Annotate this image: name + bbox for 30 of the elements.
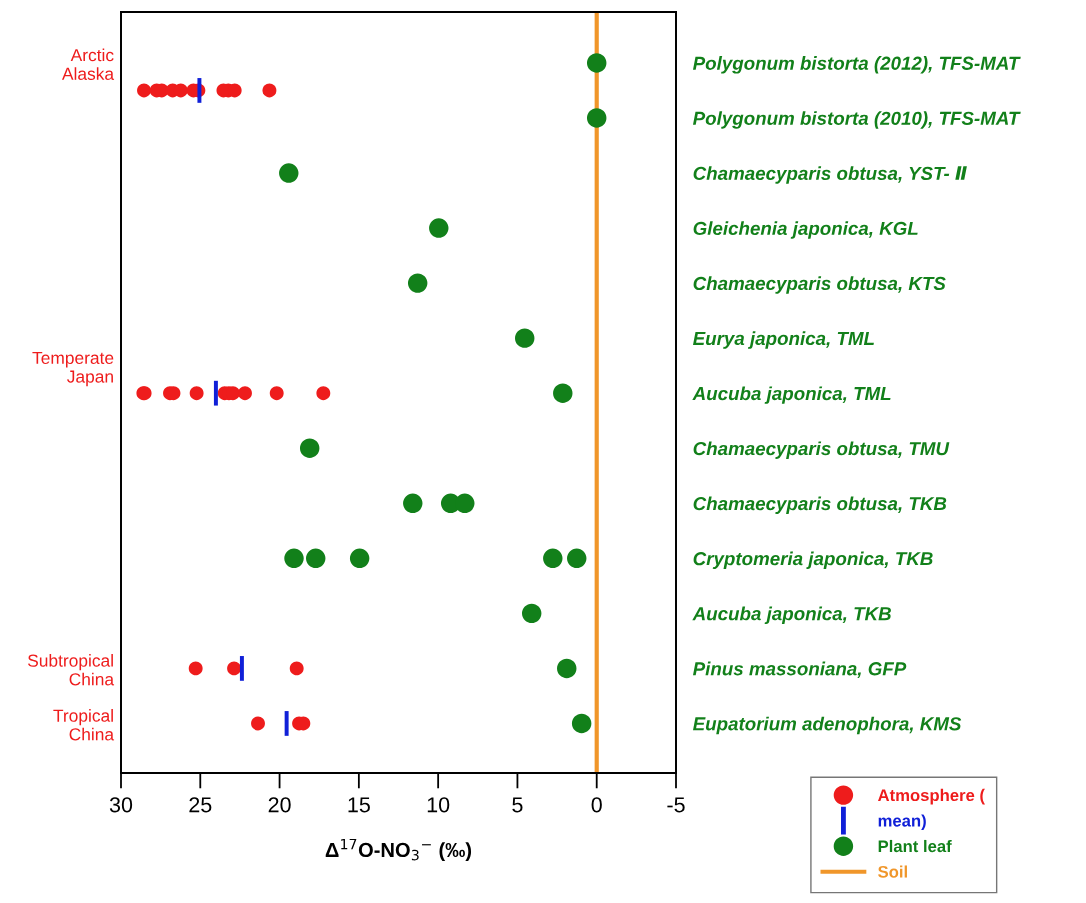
y-tick-label: Pinus massoniana, GFP xyxy=(693,661,907,679)
y2-tick-label: Tropical China xyxy=(53,709,115,741)
x-tick-label: 15 xyxy=(348,797,370,813)
y-tick-label: Aucuba japonica, TML xyxy=(692,386,891,404)
x-tick-label: 20 xyxy=(268,797,291,813)
y2-tick-label: Arctic Alaska xyxy=(61,48,115,80)
x-tick-label: -5 xyxy=(667,797,685,813)
y-tick-label: Chamaecyparis obtusa, TMU xyxy=(693,441,950,459)
y-tick-label: Gleichenia japonica, KGL xyxy=(693,221,918,239)
y-tick-label: Polygonum bistorta (2012), TFS-MAT xyxy=(693,56,1021,74)
y-tick-label: Polygonum bistorta (2010), TFS-MAT xyxy=(693,111,1021,129)
y-tick-label: Eurya japonica, TML xyxy=(693,331,874,349)
x-tick-label: 25 xyxy=(189,797,212,813)
x-axis-title: Δ$^{17}$O-NO$_{3}$$^{−}$ (‰) xyxy=(325,838,472,862)
y-tick-label: Chamaecyparis obtusa, YST- Ⅱ xyxy=(693,166,967,184)
y-tick-label: Eupatorium adenophora, KMS xyxy=(693,716,962,735)
legend-label: mean) xyxy=(878,814,926,830)
y-tick-label: Chamaecyparis obtusa, TKB xyxy=(693,496,947,514)
y2-tick-label: Temperate Japan xyxy=(32,351,114,387)
x-tick-label: 0 xyxy=(591,797,602,813)
x-tick-label: 30 xyxy=(109,797,133,813)
legend-label: Atmosphere ( xyxy=(878,788,985,805)
x-tick-label: 10 xyxy=(427,797,450,813)
y-tick-label: Cryptomeria japonica, TKB xyxy=(693,551,933,570)
x-tick-label: 5 xyxy=(512,797,523,813)
y-tick-label: Chamaecyparis obtusa, KTS xyxy=(693,276,946,294)
y2-tick-label: Subtropical China xyxy=(27,654,115,686)
legend-label: Plant leaf xyxy=(878,839,952,853)
legend-label: Soil xyxy=(878,865,907,878)
y-tick-label: Aucuba japonica, TKB xyxy=(692,606,891,625)
